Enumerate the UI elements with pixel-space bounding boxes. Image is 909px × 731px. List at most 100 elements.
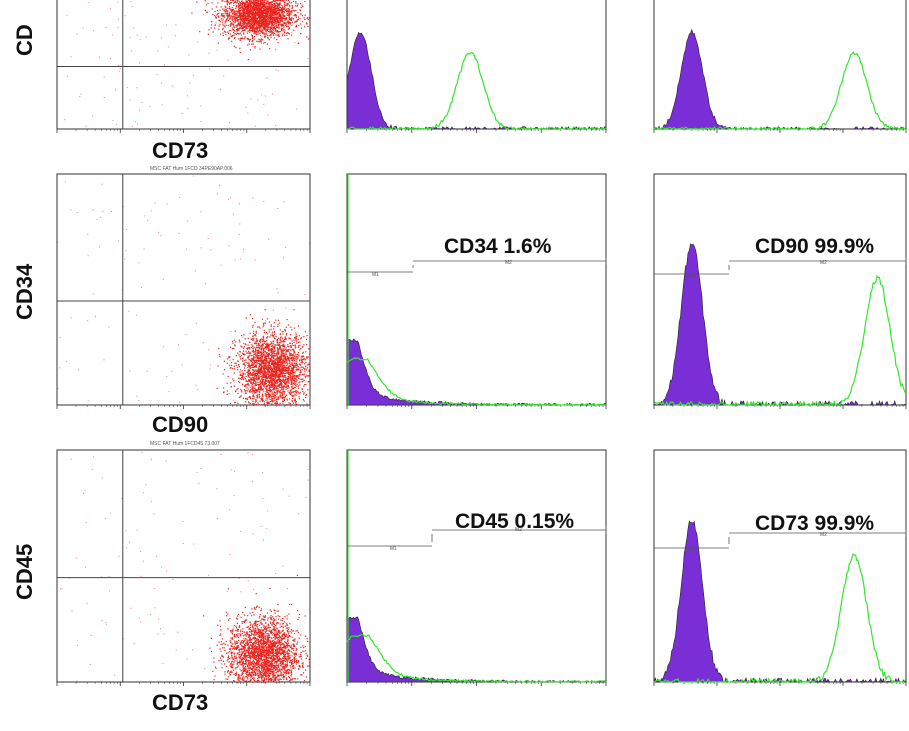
panel-row1-col1-point (247, 19, 250, 22)
panel-row1-col1-point (274, 13, 276, 15)
panel-row1-col1-point (260, 35, 262, 37)
panel-row1-col1-point (253, 38, 255, 40)
panel-row1-col1-point (282, 17, 284, 19)
panel-row2-col1-point (282, 376, 284, 378)
panel-row1-col3-stained-line (653, 50, 906, 131)
panel-row2-col1-point (268, 321, 270, 323)
panel-row1-col1-outlier (117, 1, 119, 3)
panel-row1-col1-point (266, 24, 268, 26)
panel-row1-col1-point (261, 23, 263, 25)
panel-row2-col1-point (284, 358, 286, 360)
panel-row1-col1-point (262, 18, 264, 20)
panel-row2-col1-point (261, 355, 263, 358)
panel-row2-col1-point (277, 366, 279, 369)
panel-row1-col1-point (288, 10, 290, 12)
panel-row2-col1-point (255, 364, 258, 366)
panel-row1-col1-point (259, 14, 261, 16)
panel-row1-col1-point (265, 29, 268, 31)
panel-row1-col1-point (253, 30, 256, 32)
panel-row1-col1-point (233, 4, 235, 7)
panel-row1-col1-point (256, 0, 258, 1)
panel-row2-col1-point (291, 375, 293, 377)
panel-row2-col1-point (305, 365, 307, 367)
panel-row2-col1-point (284, 363, 286, 365)
panel-row1-col1-point (279, 9, 281, 11)
panel-row2-col1-point (247, 382, 249, 385)
panel-row2-col1-point (298, 345, 300, 347)
panel-row1-col1-point (252, 16, 255, 19)
panel-row1-col1-point (278, 6, 280, 8)
panel-row1-col1-point (256, 13, 258, 15)
panel-row1-col1-point (285, 22, 287, 24)
panel-row1-col1-point (247, 15, 250, 18)
panel-row2-col1-point (259, 376, 261, 378)
panel-row1-col1-point (250, 26, 252, 28)
panel-row1-col1-point (263, 3, 265, 6)
panel-row1-col1-point (272, 27, 274, 29)
panel-row1-col1-point (243, 1, 245, 3)
panel-row2-col1-point (293, 354, 295, 356)
panel-row1-col1-point (244, 21, 246, 23)
panel-row1-col1-point (236, 10, 238, 12)
panel-row1-col1-point (245, 15, 247, 17)
panel-row1-col1-point (267, 0, 269, 2)
panel-row1-col1-point (280, 11, 282, 14)
panel-row1-col1-outlier (227, 59, 229, 61)
panel-row1-col1-point (288, 32, 290, 35)
panel-row1-col1-point (263, 6, 265, 8)
panel-row2-col1-point (260, 359, 262, 361)
panel-row1-col1-point (242, 16, 244, 18)
panel-row1-col1-point (274, 22, 276, 24)
panel-row1-col1-point (251, 41, 253, 43)
panel-row1-col1-point (255, 13, 257, 16)
panel-row1-col1-point (300, 13, 302, 15)
panel-row1-col1-point (276, 30, 279, 32)
panel-row1-col1-point (235, 2, 237, 4)
panel-row1-col1-point (255, 6, 258, 8)
panel-row2-col1-point (295, 394, 297, 396)
panel-row2-col1-point (277, 378, 279, 380)
panel-row1-col1-point (253, 29, 255, 31)
panel-row2-col1-point (296, 375, 298, 378)
panel-row2-col1-point (246, 380, 249, 382)
panel-row2-col1-point (275, 374, 278, 376)
panel-row2-col1-point (262, 344, 264, 346)
panel-row1-col1-point (248, 40, 251, 42)
panel-row2-col1-point (261, 372, 263, 374)
panel-row2-col1-point (305, 351, 307, 353)
panel-row2-col1-point (264, 355, 266, 357)
panel-row2-col1-point (292, 372, 294, 374)
panel-row2-col1-point (274, 371, 277, 373)
panel-row1-col1-point (241, 19, 243, 21)
panel-row1-col1-point (269, 3, 271, 5)
panel-row1-col1-point (262, 3, 264, 5)
panel-row1-col1-point (257, 21, 259, 23)
panel-row1-col1-point (278, 13, 280, 15)
panel-row1-col1-point (235, 5, 237, 8)
panel-row1-col1-point (277, 4, 279, 6)
panel-row1-col1-point (231, 11, 233, 13)
panel-row1-col1-point (246, 0, 248, 3)
panel-row2-col1-point (286, 372, 288, 374)
panel-row1-col1-point (278, 14, 280, 16)
panel-row1-col1-point (222, 18, 224, 20)
panel-row2-col1-point (240, 390, 243, 392)
panel-row2-col1-point (239, 358, 242, 360)
panel-row1-col1-point (281, 17, 283, 19)
panel-row2-col1-point (278, 386, 281, 388)
panel-row2-col1-point (301, 378, 303, 380)
panel-row1-col1-point (219, 23, 221, 25)
panel-row1-col1-point (258, 30, 260, 32)
panel-row1-col1-point (278, 26, 280, 28)
panel-row1-col1-outlier (215, 21, 217, 23)
panel-row2-col1-point (282, 363, 284, 365)
panel-row1-col1-point (263, 20, 265, 22)
panel-row1-col1-point (241, 2, 243, 4)
panel-row2-col1-point (282, 350, 284, 352)
panel-row1-col1-point (262, 20, 264, 22)
panel-row2-col1-point (274, 361, 276, 363)
panel-row1-col1-point (231, 9, 233, 11)
panel-row2-col1-point (241, 377, 243, 379)
panel-row2-col1-point (297, 385, 300, 387)
panel-row2-col1-point (291, 329, 293, 331)
